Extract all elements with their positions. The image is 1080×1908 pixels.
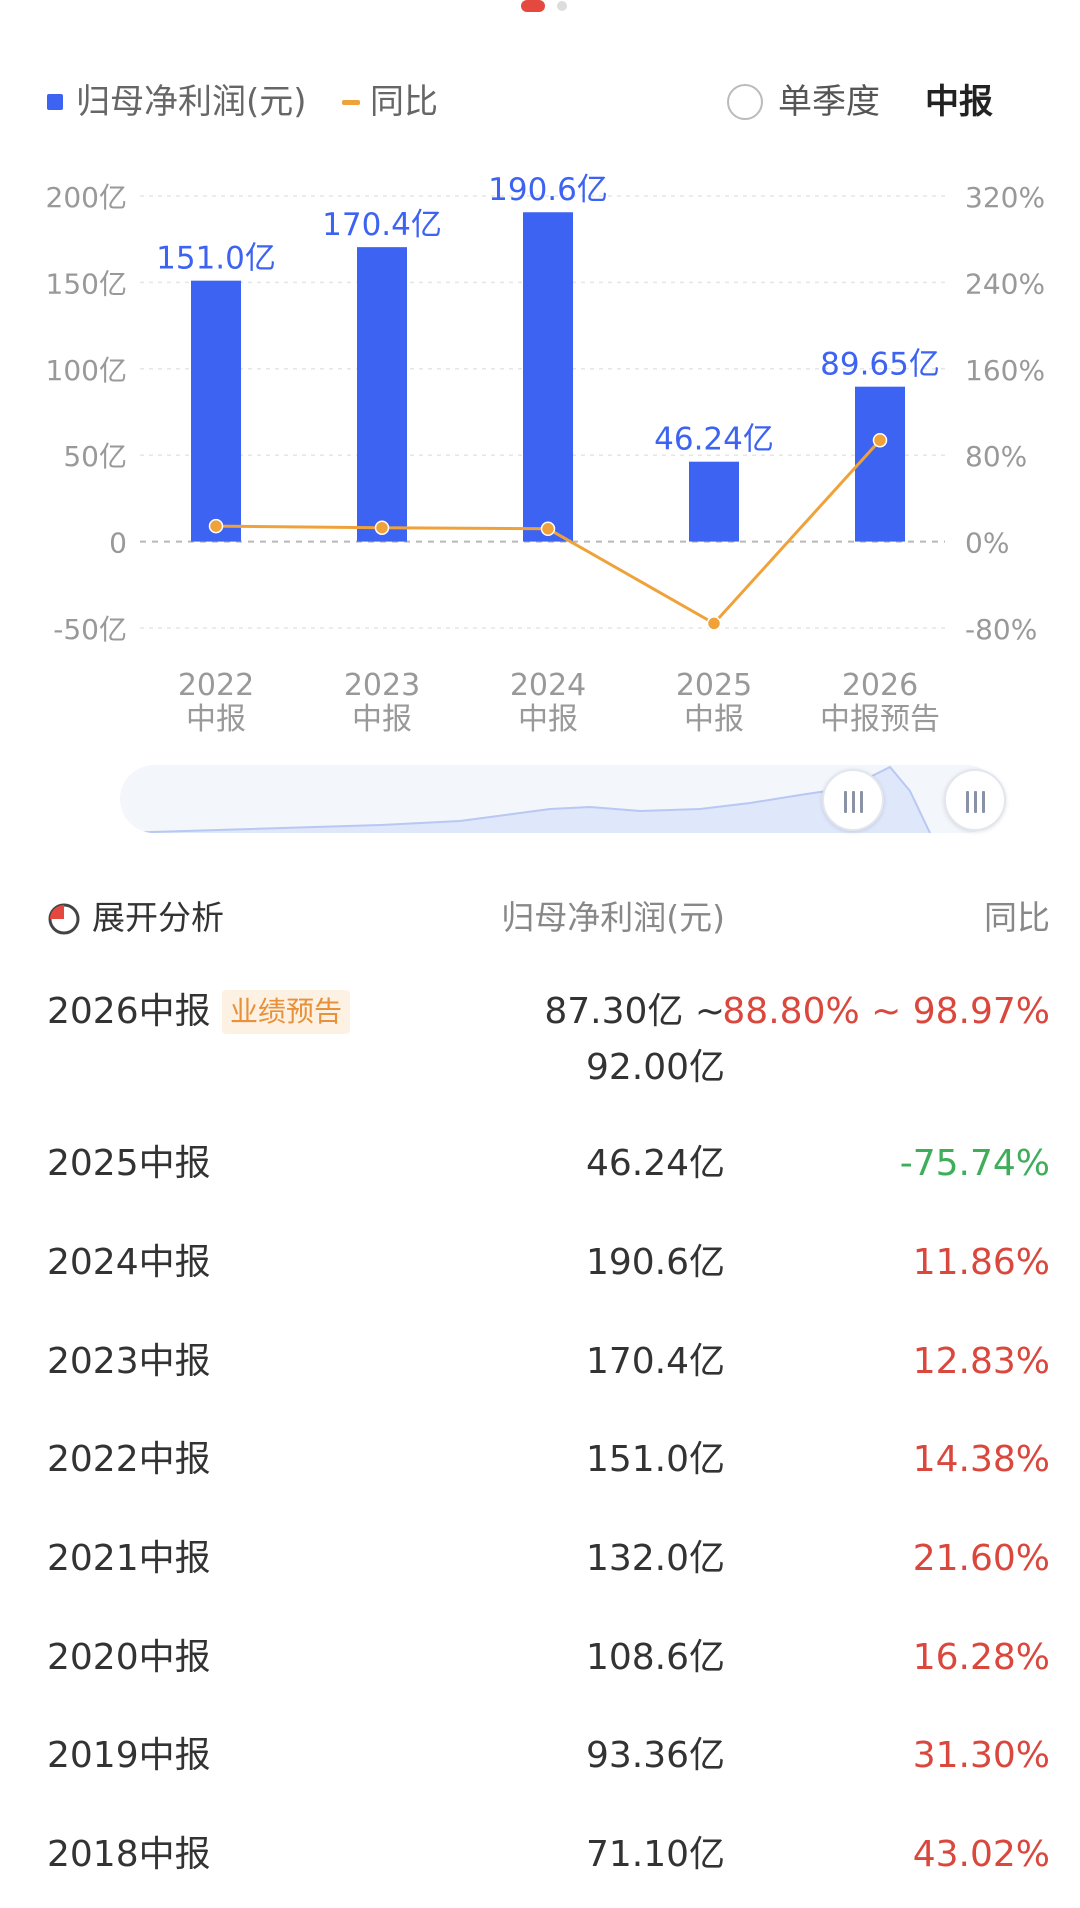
bar-data-label: 46.24亿 xyxy=(654,422,774,458)
single-quarter-radio[interactable] xyxy=(727,84,763,120)
bar xyxy=(191,280,241,542)
table-row-yoy: 21.60% xyxy=(912,1538,1050,1579)
table-row-value: 170.4亿 xyxy=(585,1341,725,1382)
table-row-period: 2026中报 xyxy=(47,991,211,1032)
legend-net-profit[interactable]: 归母净利润(元) xyxy=(76,82,307,122)
table-row-yoy: 16.28% xyxy=(912,1637,1050,1678)
pie-chart-icon[interactable] xyxy=(47,902,81,936)
bar-data-label: 190.6亿 xyxy=(488,172,608,208)
column-header-net-profit: 归母净利润(元) xyxy=(501,898,725,937)
x-tick-label: 中报 xyxy=(684,702,744,737)
yoy-point xyxy=(540,521,556,537)
bar-data-label: 151.0亿 xyxy=(156,241,276,277)
bar xyxy=(689,461,739,542)
chart-labels: 2022中报2023中报2024中报2025中报2026中报预告151.0亿17… xyxy=(156,172,940,737)
legend-yoy[interactable]: 同比 xyxy=(370,82,438,122)
table-row-period: 2020中报 xyxy=(47,1637,211,1678)
expand-analysis-button[interactable]: 展开分析 xyxy=(92,898,224,937)
x-tick-label: 2022 xyxy=(178,668,254,703)
range-slider-handle-right[interactable] xyxy=(944,769,1006,831)
yoy-point xyxy=(872,432,888,448)
net-profit-chart: 200亿 150亿 100亿 50亿 0 -50亿 320% 240% 160% 80% 0% -80… xyxy=(46,172,1046,737)
column-header-yoy: 同比 xyxy=(984,898,1050,937)
table-row-value: 93.36亿 xyxy=(585,1735,725,1776)
table-row-value: 71.10亿 xyxy=(585,1834,725,1875)
page-indicator xyxy=(0,0,1080,14)
y-left-tick-label: -50亿 xyxy=(53,613,127,646)
y-left-tick-label: 50亿 xyxy=(63,440,127,473)
page-dot[interactable] xyxy=(557,1,567,11)
table-row-period: 2025中报 xyxy=(47,1143,211,1184)
table-row-value-upper: 92.00亿 xyxy=(585,1047,725,1088)
table-row-value: 190.6亿 xyxy=(585,1242,725,1283)
y-right-tick-label: 80% xyxy=(965,440,1027,473)
bar xyxy=(523,212,573,542)
legend-bar-swatch xyxy=(47,94,63,110)
x-tick-label: 中报 xyxy=(186,702,246,737)
y-right-tick-label: 160% xyxy=(965,354,1045,387)
x-tick-label: 2026 xyxy=(842,668,918,703)
y-right-tick-label: 320% xyxy=(965,181,1045,214)
yoy-point xyxy=(706,616,722,631)
table-row-yoy: 88.80% ~ 98.97% xyxy=(722,991,1050,1032)
table-row-period: 2022中报 xyxy=(47,1439,211,1480)
x-tick-label: 2025 xyxy=(676,668,752,703)
chart-bars xyxy=(191,212,905,542)
legend-line-swatch xyxy=(342,100,360,105)
x-tick-label: 中报 xyxy=(518,702,578,737)
table-row-yoy: 12.83% xyxy=(912,1341,1050,1382)
x-tick-label: 中报预告 xyxy=(820,702,940,737)
table-row-yoy: 14.38% xyxy=(912,1439,1050,1480)
forecast-badge: 业绩预告 xyxy=(222,990,351,1034)
table-row-period: 2023中报 xyxy=(47,1341,211,1382)
y-left-tick-label: 150亿 xyxy=(46,267,127,300)
y-right-tick-label: 240% xyxy=(965,267,1045,300)
table-row-yoy: -75.74% xyxy=(899,1143,1050,1184)
table-row-value: 132.0亿 xyxy=(585,1538,725,1579)
y-right-tick-label: -80% xyxy=(965,613,1037,646)
table-row-value: 46.24亿 xyxy=(585,1143,725,1184)
y-left-tick-label: 0 xyxy=(109,527,127,560)
table-row-yoy: 31.30% xyxy=(912,1735,1050,1776)
range-slider-handle-left[interactable] xyxy=(822,769,884,831)
bar xyxy=(855,386,905,542)
single-quarter-button[interactable]: 单季度 xyxy=(778,82,880,122)
y-left-tick-label: 100亿 xyxy=(46,354,127,387)
bar xyxy=(357,247,407,542)
table-row-value: 87.30亿 ~ xyxy=(544,991,725,1032)
table-row-period: 2021中报 xyxy=(47,1538,211,1579)
table-row-yoy: 43.02% xyxy=(912,1834,1050,1875)
table-row-period: 2024中报 xyxy=(47,1242,211,1283)
y-right-tick-label: 0% xyxy=(965,527,1009,560)
y-left-tick-label: 200亿 xyxy=(46,181,127,214)
table-row-period: 2018中报 xyxy=(47,1834,211,1875)
table-row-value: 151.0亿 xyxy=(585,1439,725,1480)
table-row-yoy: 11.86% xyxy=(912,1242,1050,1283)
bar-data-label: 89.65亿 xyxy=(820,347,940,383)
x-tick-label: 2024 xyxy=(510,668,586,703)
table-row-value: 108.6亿 xyxy=(585,1637,725,1678)
page-dot-active[interactable] xyxy=(521,0,545,12)
yoy-point xyxy=(374,520,390,535)
range-slider-preview xyxy=(120,765,931,833)
chart-grid: 200亿 150亿 100亿 50亿 0 -50亿 320% 240% 160% 80% 0% -80… xyxy=(46,181,1046,646)
yoy-point xyxy=(208,518,224,534)
mid-report-button[interactable]: 中报 xyxy=(925,82,993,122)
x-tick-label: 2023 xyxy=(344,668,420,703)
x-tick-label: 中报 xyxy=(352,702,412,737)
bar-data-label: 170.4亿 xyxy=(322,207,442,243)
table-row-period: 2019中报 xyxy=(47,1735,211,1776)
chart-yoy-line xyxy=(208,432,888,631)
